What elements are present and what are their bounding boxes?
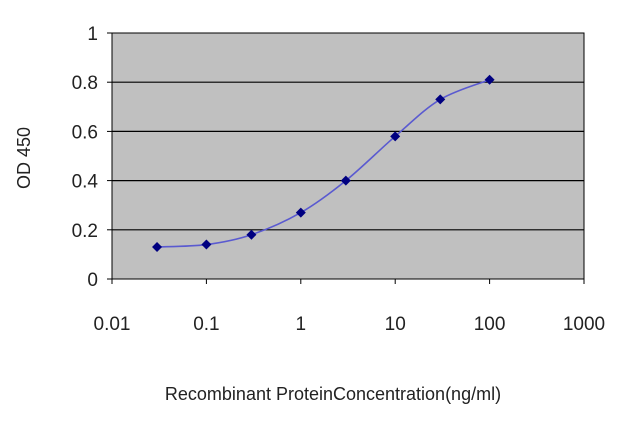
x-axis-ticks: 0.01 0.1 1 10 100 1000 xyxy=(94,279,605,335)
x-tick-label: 1000 xyxy=(563,314,605,335)
data-point xyxy=(246,229,257,240)
x-tick-label: 1 xyxy=(296,314,307,335)
y-tick-label: 0.8 xyxy=(72,73,98,94)
data-point xyxy=(295,207,306,218)
y-tick-label: 0.6 xyxy=(72,122,98,143)
data-point xyxy=(390,131,401,142)
y-axis-label: OD 450 xyxy=(14,127,34,189)
plot-area xyxy=(111,32,585,280)
plot-background xyxy=(111,32,585,280)
data-point xyxy=(201,239,212,250)
series-line xyxy=(157,78,490,248)
data-point xyxy=(340,175,351,186)
y-tick-label: 0 xyxy=(87,270,98,291)
data-point xyxy=(152,242,163,253)
x-tick-label: 10 xyxy=(385,314,406,335)
y-tick-label: 0.2 xyxy=(72,221,98,242)
y-tick-label: 1 xyxy=(87,24,98,45)
data-point xyxy=(435,94,446,105)
x-tick-label: 100 xyxy=(474,314,506,335)
y-tick-label: 0.4 xyxy=(72,172,99,193)
x-tick-label: 0.1 xyxy=(193,314,219,335)
data-point xyxy=(484,74,495,85)
series-layer xyxy=(152,74,495,253)
x-axis-label: Recombinant ProteinConcentration(ng/ml) xyxy=(165,384,501,404)
y-axis-ticks: 0 0.2 0.4 0.6 0.8 1 xyxy=(72,24,112,291)
x-tick-label: 0.01 xyxy=(94,314,131,335)
